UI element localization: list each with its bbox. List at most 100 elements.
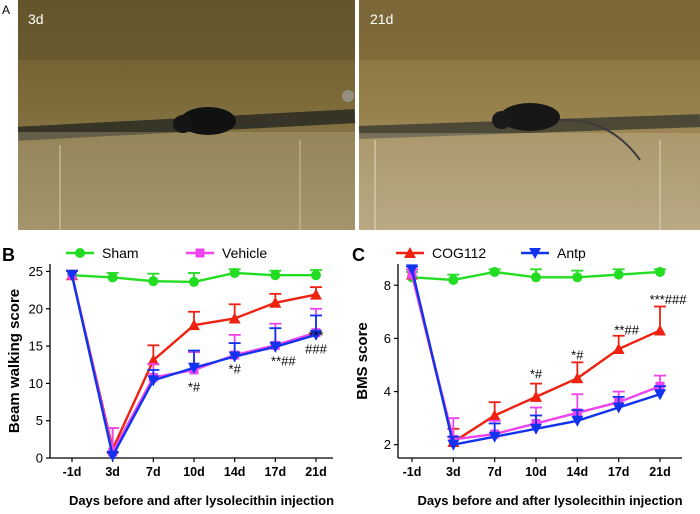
data-point	[613, 269, 624, 280]
y-tick-label: 10	[29, 376, 43, 391]
data-point	[531, 272, 541, 283]
significance-annotation: ###	[305, 342, 327, 357]
data-point	[489, 266, 500, 277]
significance-annotation: *#	[571, 348, 584, 363]
legend-label: Antp	[557, 245, 586, 261]
data-point	[188, 319, 200, 331]
photo-21d-label: 21d	[370, 11, 393, 27]
significance-annotation: *#	[229, 362, 242, 377]
data-point	[310, 329, 322, 341]
legend-entry: Vehicle	[186, 245, 267, 261]
x-tick-label: 7d	[146, 465, 161, 479]
data-point	[655, 266, 665, 277]
data-point	[406, 264, 418, 276]
data-point	[488, 431, 501, 443]
y-tick-label: 20	[29, 301, 43, 316]
significance-annotation: *#	[188, 380, 201, 395]
photo-3d	[17, 0, 356, 230]
data-point	[228, 351, 241, 363]
x-tick-label: -1d	[403, 465, 422, 479]
data-point	[572, 272, 583, 283]
series-sham	[66, 267, 322, 287]
mouse-icon	[173, 107, 291, 135]
y-tick-label: 0	[36, 451, 43, 466]
chart-b: 0 5 10 15 20 25 -1d 3d 7d 10d 14d 17d 21d Days before…	[6, 245, 334, 508]
data-point	[147, 354, 160, 366]
legend-marker	[195, 248, 205, 258]
legend-marker	[404, 247, 416, 258]
data-point	[447, 439, 460, 451]
panel-a-label: A	[2, 3, 10, 17]
data-point	[571, 415, 584, 427]
x-tick-label: 21d	[305, 465, 327, 479]
x-tick-label: 3d	[446, 465, 461, 479]
data-point	[270, 270, 281, 281]
photo-21d	[358, 0, 700, 230]
significance-annotation: **##	[614, 322, 639, 337]
legend-entry: Sham	[66, 245, 139, 261]
significance-annotation: ***	[308, 328, 323, 343]
y-axis-label: BMS score	[354, 322, 371, 400]
x-tick-label: 10d	[183, 465, 205, 479]
data-point	[147, 375, 160, 387]
data-point	[106, 450, 119, 462]
legend-entry: Antp	[521, 245, 586, 261]
mouse-icon	[492, 103, 641, 161]
y-tick-label: 25	[29, 264, 43, 279]
legend-label: Sham	[102, 245, 139, 261]
data-point	[269, 296, 282, 308]
data-point	[188, 362, 200, 374]
x-tick-label: -1d	[63, 465, 82, 479]
x-tick-label: 14d	[567, 465, 589, 479]
significance-annotation: **##	[271, 353, 296, 368]
legend-label: Vehicle	[222, 245, 267, 261]
series-antp	[406, 264, 666, 451]
x-tick-label: 3d	[105, 465, 120, 479]
panel-c-label: C	[352, 245, 365, 265]
x-tick-label: 10d	[525, 465, 547, 479]
significance-annotation: ***###	[650, 292, 688, 307]
data-point	[488, 409, 501, 421]
y-axis-label: Beam walking score	[6, 289, 23, 433]
significance-annotation: *#	[530, 366, 543, 381]
x-axis-label: Days before and after lysolecithin injec…	[417, 493, 682, 508]
y-tick-label: 4	[384, 384, 391, 399]
y-tick-label: 2	[384, 437, 391, 452]
series-sham	[406, 266, 666, 285]
data-point	[654, 324, 666, 336]
x-tick-label: 14d	[224, 465, 246, 479]
x-tick-label: 17d	[608, 465, 630, 479]
y-tick-label: 15	[29, 339, 43, 354]
data-point	[612, 402, 625, 414]
series-antp	[66, 269, 322, 462]
data-point	[228, 312, 241, 324]
data-point	[269, 341, 282, 353]
legend-marker	[75, 248, 85, 258]
data-point	[612, 343, 625, 355]
data-point	[148, 276, 159, 287]
legend-entry: COG112	[396, 245, 486, 261]
data-point	[448, 274, 459, 285]
x-tick-label: 21d	[649, 465, 671, 479]
data-point	[311, 270, 321, 281]
data-point	[571, 372, 584, 384]
y-tick-label: 6	[384, 331, 391, 346]
data-point	[66, 270, 78, 282]
legend-label: COG112	[432, 245, 486, 261]
chart-c: 2 4 6 8 -1d 3d 7d 10d 14d 17d 21d Days before and a…	[354, 245, 687, 508]
data-point	[310, 288, 322, 300]
photo-3d-label: 3d	[28, 11, 44, 27]
legend-marker	[529, 248, 541, 259]
y-tick-label: 8	[384, 278, 391, 293]
x-tick-label: 7d	[487, 465, 502, 479]
x-axis-label: Days before and after lysolecithin injec…	[69, 493, 334, 508]
data-point	[530, 423, 542, 435]
data-point	[530, 390, 542, 402]
panel-b-label: B	[2, 245, 15, 265]
data-point	[189, 276, 199, 287]
data-point	[107, 272, 118, 283]
data-point	[654, 389, 666, 401]
data-point	[229, 267, 240, 278]
x-tick-label: 17d	[265, 465, 287, 479]
